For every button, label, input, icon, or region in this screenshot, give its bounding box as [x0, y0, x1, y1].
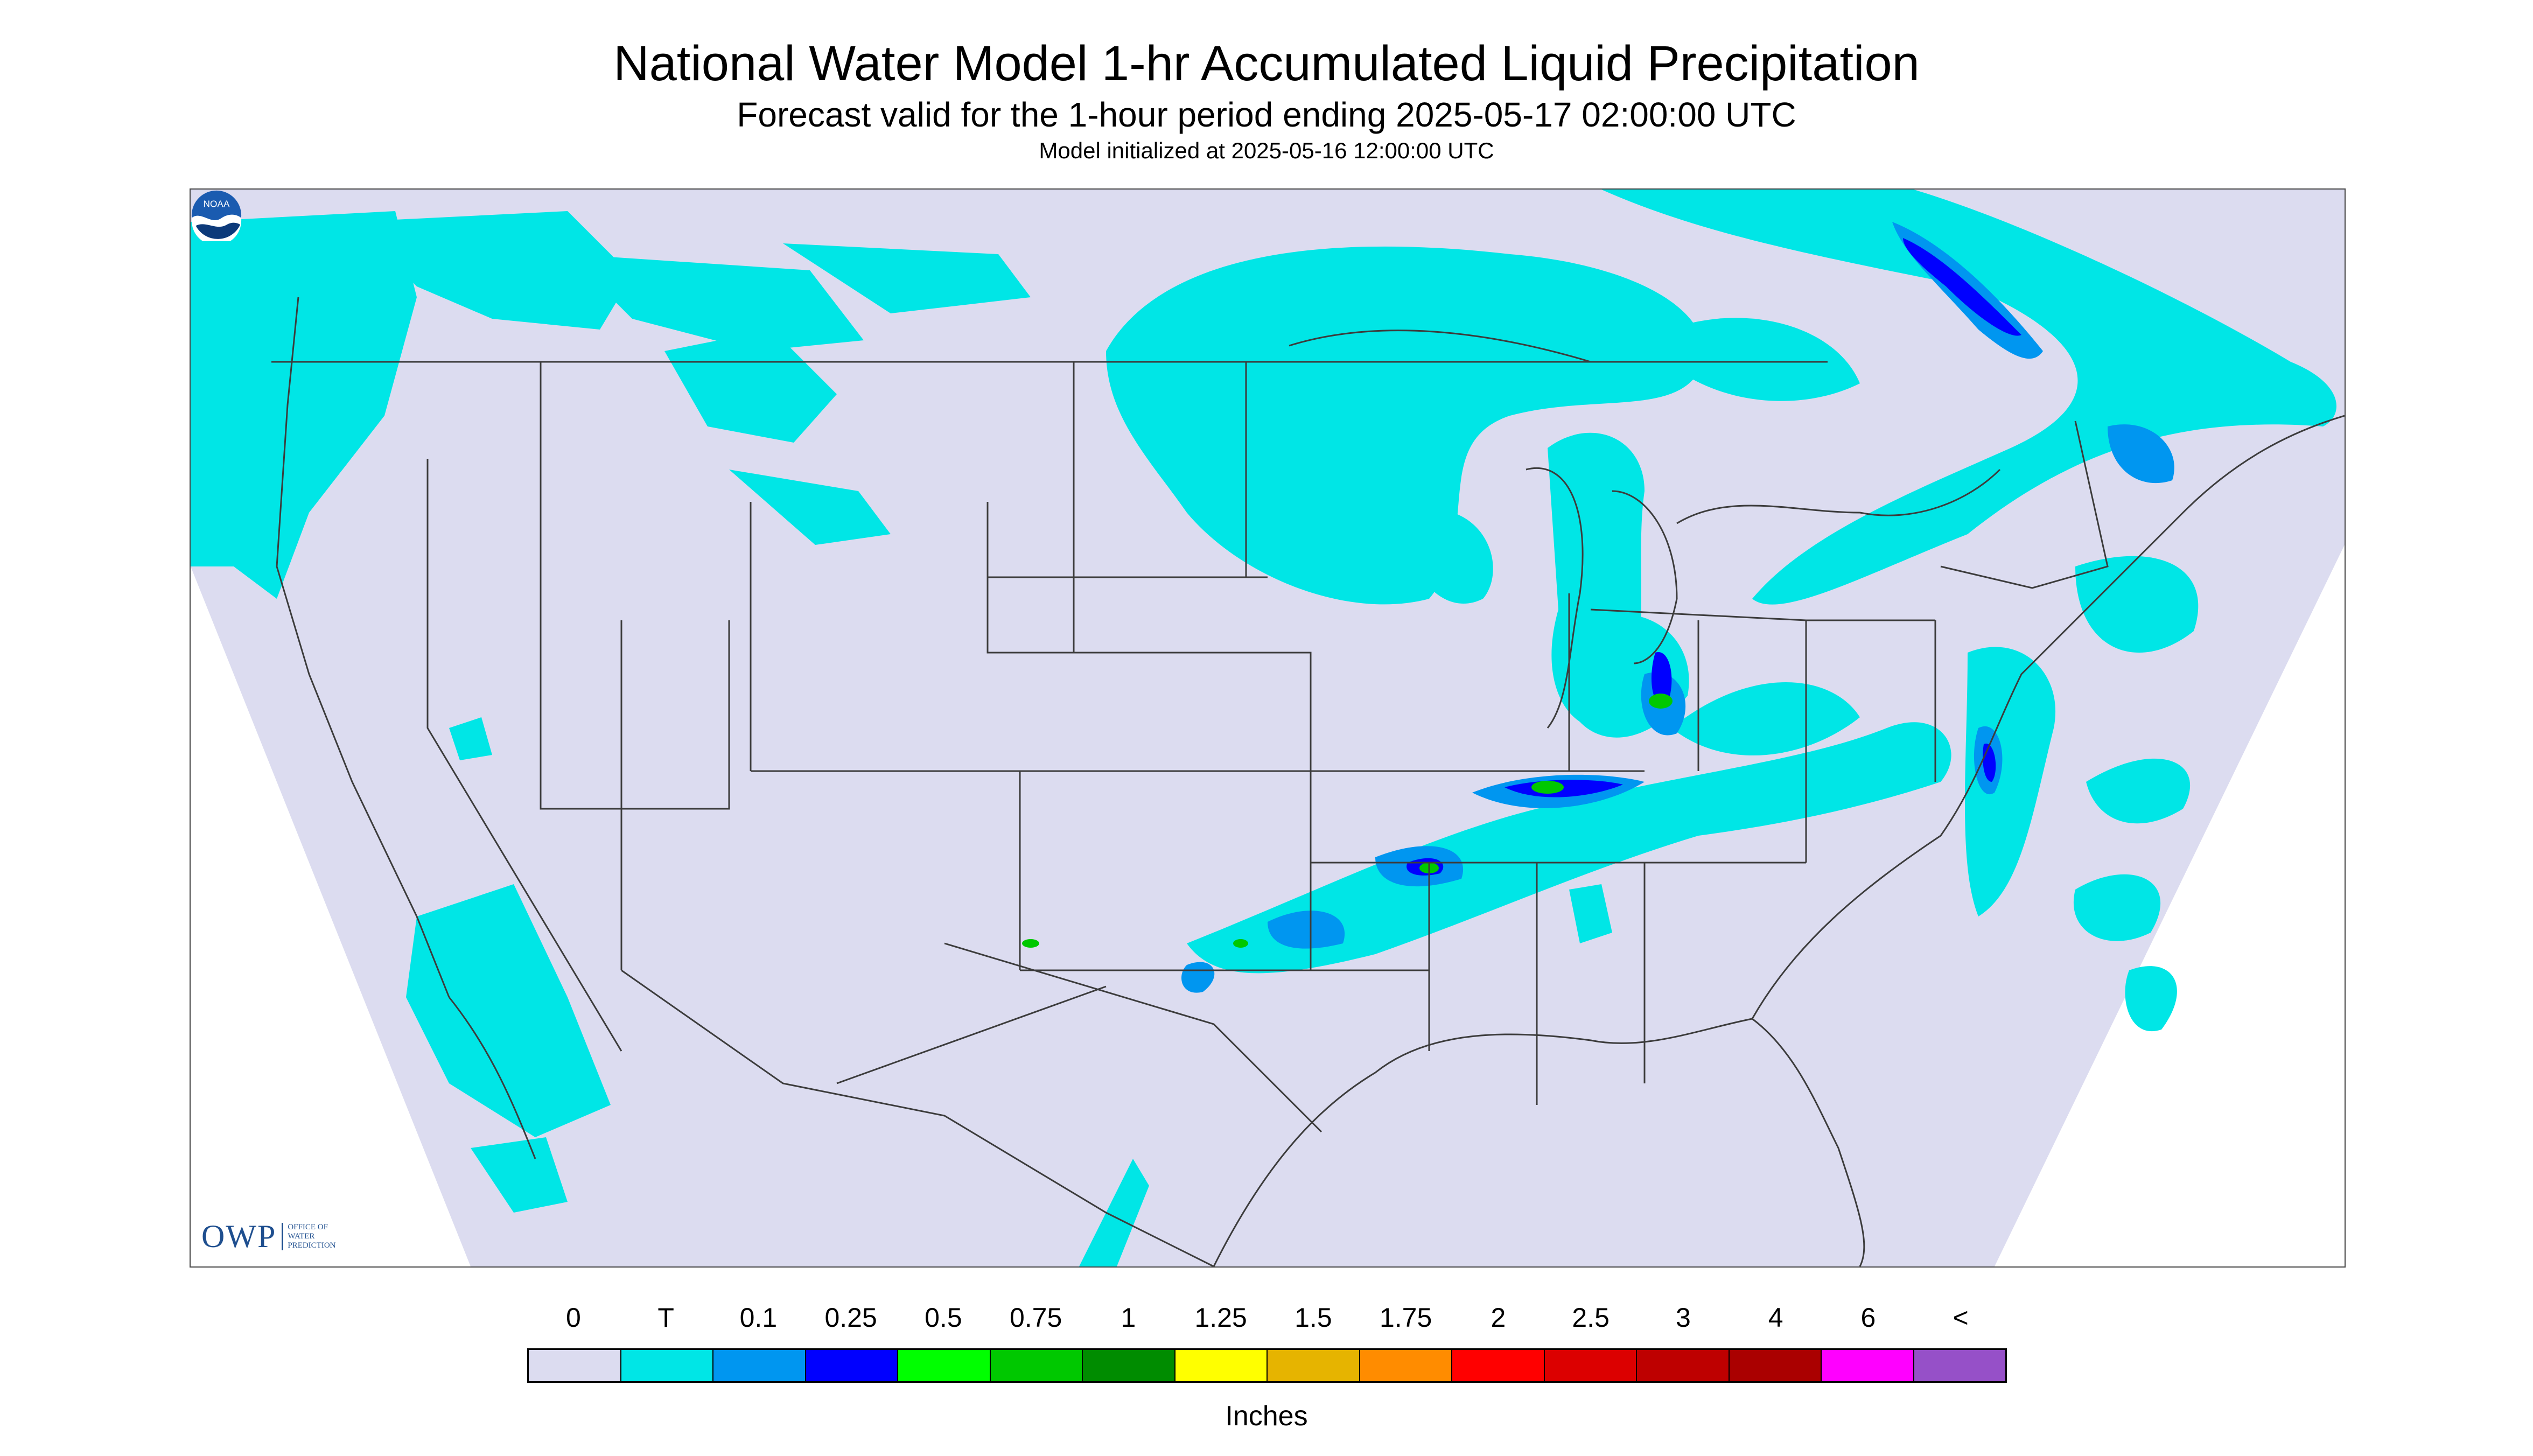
political-borders: [271, 361, 2109, 1266]
legend-swatch: [713, 1350, 806, 1381]
legend-label: 0.5: [925, 1303, 962, 1333]
legend-label: 1: [1121, 1303, 1136, 1333]
legend-swatch: [898, 1350, 991, 1381]
legend-label: 6: [1860, 1303, 1876, 1333]
legend-label: <: [1953, 1303, 1969, 1333]
legend-swatch: [1360, 1350, 1452, 1381]
legend-swatch: [1175, 1350, 1268, 1381]
legend-label: 3: [1675, 1303, 1691, 1333]
precip-heavy-areas: [1407, 238, 2021, 876]
legend-label: 0: [565, 1303, 581, 1333]
legend-color-bar: [527, 1348, 2007, 1383]
model-domain: [191, 190, 2345, 1266]
legend-swatch: [1822, 1350, 1914, 1381]
map-title: National Water Model 1-hr Accumulated Li…: [613, 36, 1920, 91]
legend-swatch: [1452, 1350, 1545, 1381]
owp-logo: OWP OFFICE OF WATER PREDICTION: [201, 1218, 336, 1255]
legend-label: 4: [1768, 1303, 1783, 1333]
legend-swatch: [1083, 1350, 1175, 1381]
legend-units: Inches: [1225, 1401, 1308, 1432]
noaa-logo-icon: NOAA: [191, 190, 242, 241]
legend-label: 0.75: [1009, 1303, 1062, 1333]
precip-light-areas: [191, 190, 2336, 1266]
owp-logo-line: OFFICE OF: [288, 1223, 328, 1231]
legend-label: 0.25: [824, 1303, 877, 1333]
owp-logo-text: OFFICE OF WATER PREDICTION: [282, 1223, 336, 1250]
precipitation-map: OWP OFFICE OF WATER PREDICTION NOAA: [190, 188, 2346, 1268]
legend-label: 2: [1491, 1303, 1506, 1333]
legend-swatch: [1637, 1350, 1730, 1381]
map-canvas: [191, 190, 2345, 1266]
owp-logo-mark: OWP: [201, 1219, 277, 1254]
legend-swatch: [990, 1350, 1083, 1381]
legend-label: 1.5: [1295, 1303, 1332, 1333]
legend-swatch: [1268, 1350, 1360, 1381]
legend-swatch: [1544, 1350, 1637, 1381]
forecast-valid-subtitle: Forecast valid for the 1-hour period end…: [737, 95, 1796, 134]
model-init-note: Model initialized at 2025-05-16 12:00:00…: [1039, 138, 1494, 163]
legend-swatch: [1729, 1350, 1822, 1381]
noaa-logo-text: NOAA: [204, 199, 230, 209]
legend-label: 1.25: [1194, 1303, 1247, 1333]
legend-swatch: [806, 1350, 898, 1381]
legend-swatch: [621, 1350, 713, 1381]
coastline: [276, 297, 2345, 1266]
legend-swatch: [1914, 1350, 2005, 1381]
owp-logo-line: WATER: [288, 1232, 315, 1241]
legend-label: 2.5: [1572, 1303, 1610, 1333]
legend-label: T: [657, 1303, 674, 1333]
legend-label: 1.75: [1379, 1303, 1432, 1333]
owp-logo-line: PREDICTION: [288, 1241, 336, 1250]
legend-swatch: [529, 1350, 621, 1381]
legend-label: 0.1: [739, 1303, 778, 1333]
precip-green-pockets: [1022, 694, 1673, 948]
